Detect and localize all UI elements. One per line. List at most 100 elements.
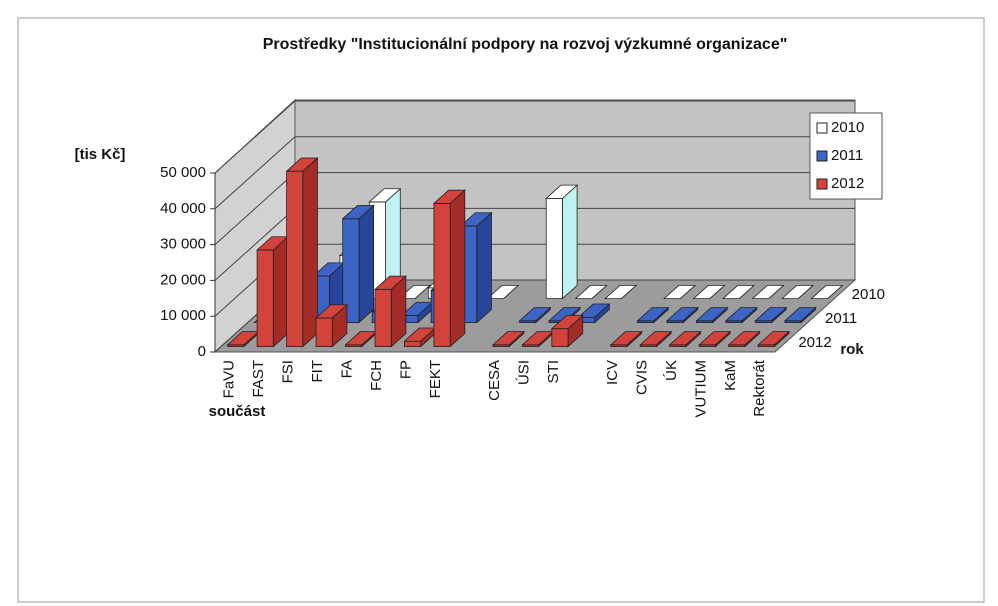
bar-front xyxy=(433,202,451,347)
bar-side xyxy=(562,184,578,300)
z-axis-title: rok xyxy=(840,341,864,358)
bar-front xyxy=(545,197,563,299)
y-tick-label: 20 000 xyxy=(160,271,206,288)
bar xyxy=(665,306,699,324)
bar xyxy=(810,284,844,300)
bar-top xyxy=(577,303,611,318)
grid-line xyxy=(214,136,855,210)
bar-top xyxy=(727,331,761,346)
bar xyxy=(636,306,670,324)
bar xyxy=(315,303,348,348)
bar-top xyxy=(810,284,844,300)
bar-top xyxy=(341,205,375,220)
bar-top xyxy=(518,307,552,322)
bar-front xyxy=(404,340,422,348)
bar-top xyxy=(754,307,788,322)
bar-top xyxy=(432,189,466,204)
bar xyxy=(491,330,525,348)
bar xyxy=(226,330,260,348)
bar xyxy=(724,306,758,324)
bar-front xyxy=(256,249,274,348)
bar-top xyxy=(780,284,814,300)
bar-top xyxy=(636,307,670,322)
x-tick-label: Rektorát xyxy=(751,359,768,417)
bar-top xyxy=(368,188,402,203)
bar xyxy=(751,284,785,300)
bar-top xyxy=(695,307,729,322)
bar-top xyxy=(757,331,791,346)
bar xyxy=(609,330,643,348)
x-tick-label: CESA xyxy=(486,360,503,401)
bar xyxy=(400,301,434,324)
bar-top xyxy=(486,284,520,300)
bar-top xyxy=(604,284,638,300)
bar xyxy=(698,330,732,348)
bar xyxy=(486,284,520,300)
chart-title: Prostředky "Institucionální podpory na r… xyxy=(263,36,788,53)
x-tick-label: KaM xyxy=(722,360,739,391)
bar-top xyxy=(724,307,758,322)
x-tick-label: FCH xyxy=(368,360,385,391)
bar xyxy=(604,284,638,300)
bar-front xyxy=(286,170,304,347)
y-tick-label: 40 000 xyxy=(160,200,206,217)
bar-side xyxy=(476,211,492,324)
bar-top xyxy=(550,315,584,330)
legend-swatch xyxy=(816,178,828,190)
bar-side xyxy=(272,235,289,348)
bar-top xyxy=(397,284,431,300)
x-axis-title: součást xyxy=(209,403,266,420)
bar-top xyxy=(722,284,755,300)
bar xyxy=(695,306,729,324)
bar xyxy=(550,314,584,348)
bar xyxy=(663,284,697,300)
bar xyxy=(373,275,407,348)
bar xyxy=(256,235,290,348)
x-tick-label: VUTIUM xyxy=(692,360,709,418)
bar-top xyxy=(692,284,726,300)
legend-swatch xyxy=(816,150,828,162)
bar xyxy=(727,330,761,348)
bar xyxy=(783,306,817,324)
y-axis-title: [tis Kč] xyxy=(75,146,126,163)
x-tick-label: FSI xyxy=(280,360,297,383)
bar-top xyxy=(665,307,699,322)
bar-front xyxy=(374,288,392,348)
bar xyxy=(639,330,673,348)
z-tick-label: 2011 xyxy=(825,310,857,327)
bar-front xyxy=(315,317,333,347)
bar xyxy=(518,306,552,324)
legend-label: 2011 xyxy=(831,147,863,164)
bar-top xyxy=(751,284,785,300)
bar-side xyxy=(358,204,374,324)
bar-top xyxy=(285,157,319,172)
x-tick-label: CVIS xyxy=(633,360,650,395)
bar xyxy=(757,330,791,348)
x-tick-label: FA xyxy=(339,360,356,378)
x-tick-label: STI xyxy=(545,360,562,383)
bar xyxy=(397,284,431,300)
grid-line xyxy=(214,100,855,174)
bar xyxy=(432,189,466,348)
bar-top xyxy=(698,331,732,346)
x-tick-label: FIT xyxy=(309,360,326,383)
y-tick-label: 50 000 xyxy=(160,164,206,181)
bar-top xyxy=(639,331,673,346)
legend-label: 2012 xyxy=(831,175,864,192)
bar xyxy=(722,284,755,300)
bar-top xyxy=(574,284,608,300)
x-tick-label: ÚK xyxy=(663,360,680,381)
x-tick-label: FaVU xyxy=(221,360,238,398)
bar xyxy=(692,284,726,300)
bar xyxy=(459,211,493,324)
bar-top xyxy=(491,331,525,346)
bar-top xyxy=(609,331,643,346)
bar-top xyxy=(545,184,579,199)
x-tick-label: FP xyxy=(398,360,415,379)
bar xyxy=(285,157,319,348)
bar-side xyxy=(449,189,466,348)
x-tick-label: FAST xyxy=(250,360,267,398)
y-tick-label: 30 000 xyxy=(160,236,206,253)
z-tick-label: 2010 xyxy=(852,286,885,303)
